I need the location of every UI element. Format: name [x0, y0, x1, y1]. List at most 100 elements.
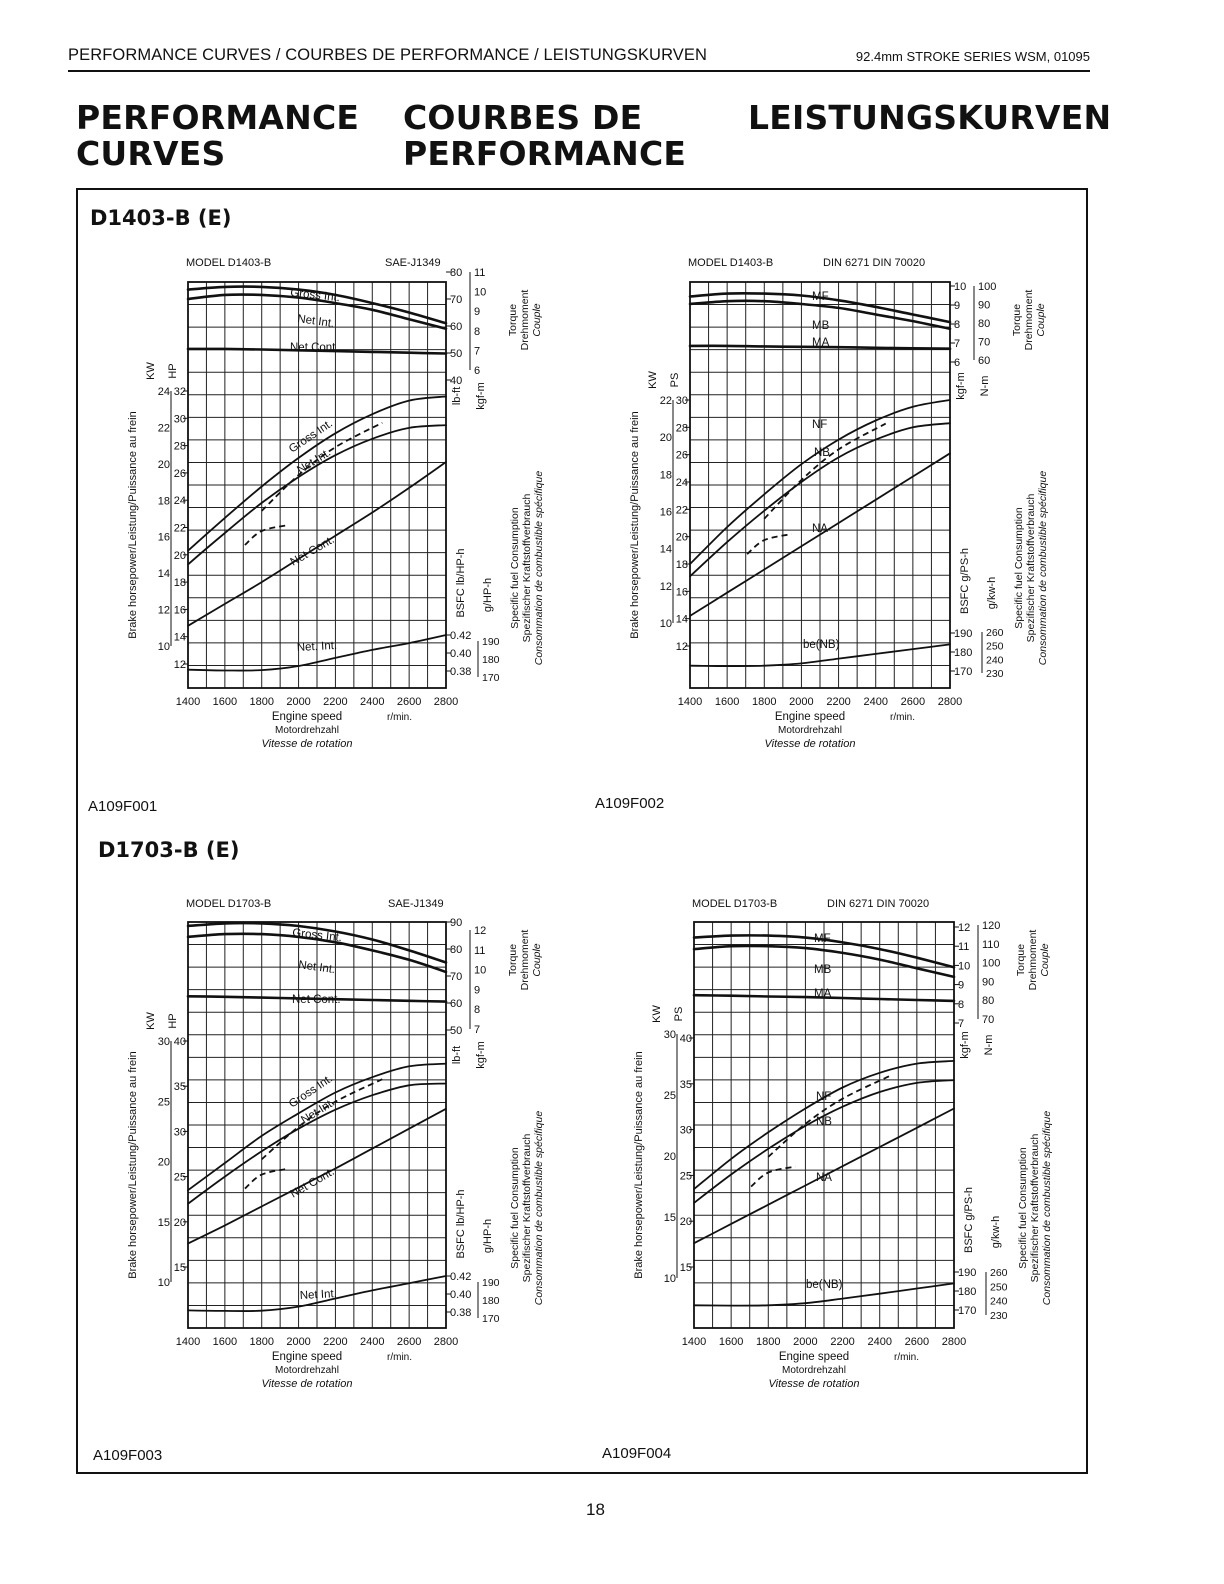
- fuel-tick-label: 190: [958, 1267, 976, 1279]
- torque-secondary-label: 120: [982, 920, 1000, 932]
- power-tick-label: 14: [676, 614, 688, 626]
- torque-axis-title: Torque: [1011, 304, 1023, 336]
- series-label: Net. Int.: [297, 640, 338, 654]
- torque-tick-label: 7: [958, 1018, 964, 1030]
- x-tick-label: 2000: [286, 696, 310, 708]
- page-header: PERFORMANCE CURVES / COURBES DE PERFORMA…: [68, 44, 1090, 72]
- series-line: [187, 1082, 447, 1205]
- torque-axis-title: Torque: [507, 944, 519, 976]
- torque-secondary-label: 11: [474, 267, 485, 279]
- series-line: [688, 344, 952, 350]
- power-tick-label: 15: [174, 1262, 186, 1274]
- fuel-secondary-unit: g/kw-h: [990, 1216, 1002, 1248]
- kw-tick-label: 10: [664, 1273, 676, 1285]
- title-english: PERFORMANCE CURVES: [76, 100, 359, 172]
- x-axis-label: Motordrehzahl: [275, 725, 339, 736]
- fuel-tick-label: 180: [954, 647, 972, 659]
- torque-axis-title: Drehmoment: [519, 290, 531, 351]
- figure-id: A109F001: [88, 798, 158, 815]
- chart-standard: DIN 6271 DIN 70020: [823, 257, 925, 269]
- x-tick-label: 1600: [715, 696, 739, 708]
- power-tick-label: 30: [174, 1126, 186, 1138]
- power-tick-label: 20: [680, 1216, 692, 1228]
- page-number: 18: [586, 1500, 605, 1519]
- series-line: [186, 293, 448, 330]
- x-tick-label: 2200: [323, 1336, 347, 1348]
- fuel-axis-title: Consommation de combustible spécifique: [533, 471, 545, 666]
- series-line: [689, 452, 951, 617]
- torque-tick-label: 70: [450, 971, 462, 983]
- x-axis-unit: r/min.: [894, 1352, 919, 1363]
- chart-standard: SAE-J1349: [388, 898, 444, 910]
- fuel-axis-title: Consommation de combustible spécifique: [1041, 1111, 1053, 1306]
- fuel-tick-label: 170: [958, 1305, 976, 1317]
- fuel-tick-label: 180: [958, 1286, 976, 1298]
- fuel-tick-label: 190: [954, 628, 972, 640]
- series-label: MA: [814, 988, 832, 1000]
- series-line-dashed: [261, 1078, 383, 1160]
- series-line-dashed: [763, 422, 887, 520]
- fuel-secondary-unit: g/kw-h: [986, 577, 998, 609]
- torque-tick-label: 10: [954, 281, 966, 293]
- kw-unit: KW: [647, 371, 659, 389]
- kw-tick-label: 24: [158, 386, 170, 398]
- series-line-dashed: [767, 1075, 891, 1158]
- power-tick-label: 28: [676, 422, 688, 434]
- x-axis-label: Vitesse de rotation: [765, 738, 856, 750]
- series-line: [689, 422, 951, 578]
- power-tick-label: 20: [676, 532, 688, 544]
- plot-frame: [689, 281, 951, 689]
- kw-tick-label: 15: [158, 1217, 170, 1229]
- power-axis-title: Brake horsepower/Leistung/Puissance au f…: [629, 411, 641, 638]
- torque-secondary-label: 90: [982, 976, 994, 988]
- plot-frame: [187, 921, 447, 1329]
- x-tick-label: 2600: [901, 696, 925, 708]
- series-label: be(NB): [806, 1279, 843, 1291]
- torque-tick-label: 60: [450, 321, 462, 333]
- torque-secondary-label: 6: [474, 365, 480, 377]
- series-label: MF: [812, 291, 829, 303]
- fuel-secondary-label: 260: [986, 627, 1004, 639]
- x-axis-label: Engine speed: [779, 1351, 849, 1363]
- torque-tick-label: 11: [958, 941, 969, 953]
- series-label: Gross Int.: [292, 927, 343, 944]
- torque-axis-title: Couple: [1039, 943, 1051, 976]
- torque-axis-title: Torque: [1015, 944, 1027, 976]
- kw-tick-label: 20: [158, 459, 170, 471]
- fuel-axis-title: Consommation de combustible spécifique: [533, 1111, 545, 1306]
- series-line: [688, 292, 952, 324]
- torque-tick-label: 50: [450, 348, 462, 360]
- x-tick-label: 1800: [756, 1336, 780, 1348]
- kw-tick-label: 20: [660, 432, 672, 444]
- power-tick-label: 26: [676, 450, 688, 462]
- kw-tick-label: 25: [158, 1096, 170, 1108]
- kw-tick-label: 10: [158, 1277, 170, 1289]
- torque-axis-title: Couple: [531, 943, 543, 976]
- kw-tick-label: 18: [660, 469, 672, 481]
- torque-secondary-unit: N-m: [983, 1035, 995, 1056]
- x-tick-label: 2000: [793, 1336, 817, 1348]
- fuel-secondary-label: 240: [986, 654, 1004, 666]
- torque-secondary-label: 110: [982, 939, 1000, 951]
- title-line: PERFORMANCE: [403, 134, 687, 173]
- fuel-secondary-label: 180: [482, 654, 500, 666]
- power-tick-label: 26: [174, 468, 186, 480]
- figure-id: A109F002: [595, 795, 665, 812]
- series-label: Net Cont.: [292, 994, 341, 1006]
- series-line: [693, 1107, 955, 1245]
- series-line: [693, 1282, 955, 1307]
- x-tick-label: 2800: [434, 696, 458, 708]
- fuel-secondary-label: 230: [986, 668, 1004, 680]
- series-line: [187, 1107, 447, 1245]
- x-tick-label: 2200: [323, 696, 347, 708]
- fuel-secondary-label: 190: [482, 636, 500, 648]
- power-tick-label: 25: [174, 1172, 186, 1184]
- torque-secondary-label: 60: [978, 355, 990, 367]
- torque-tick-label: 80: [450, 944, 462, 956]
- torque-secondary-label: 12: [474, 925, 486, 937]
- x-axis-label: Engine speed: [775, 711, 845, 723]
- torque-tick-label: 12: [958, 922, 970, 934]
- x-axis-label: Motordrehzahl: [778, 725, 842, 736]
- torque-secondary-label: 90: [978, 300, 990, 312]
